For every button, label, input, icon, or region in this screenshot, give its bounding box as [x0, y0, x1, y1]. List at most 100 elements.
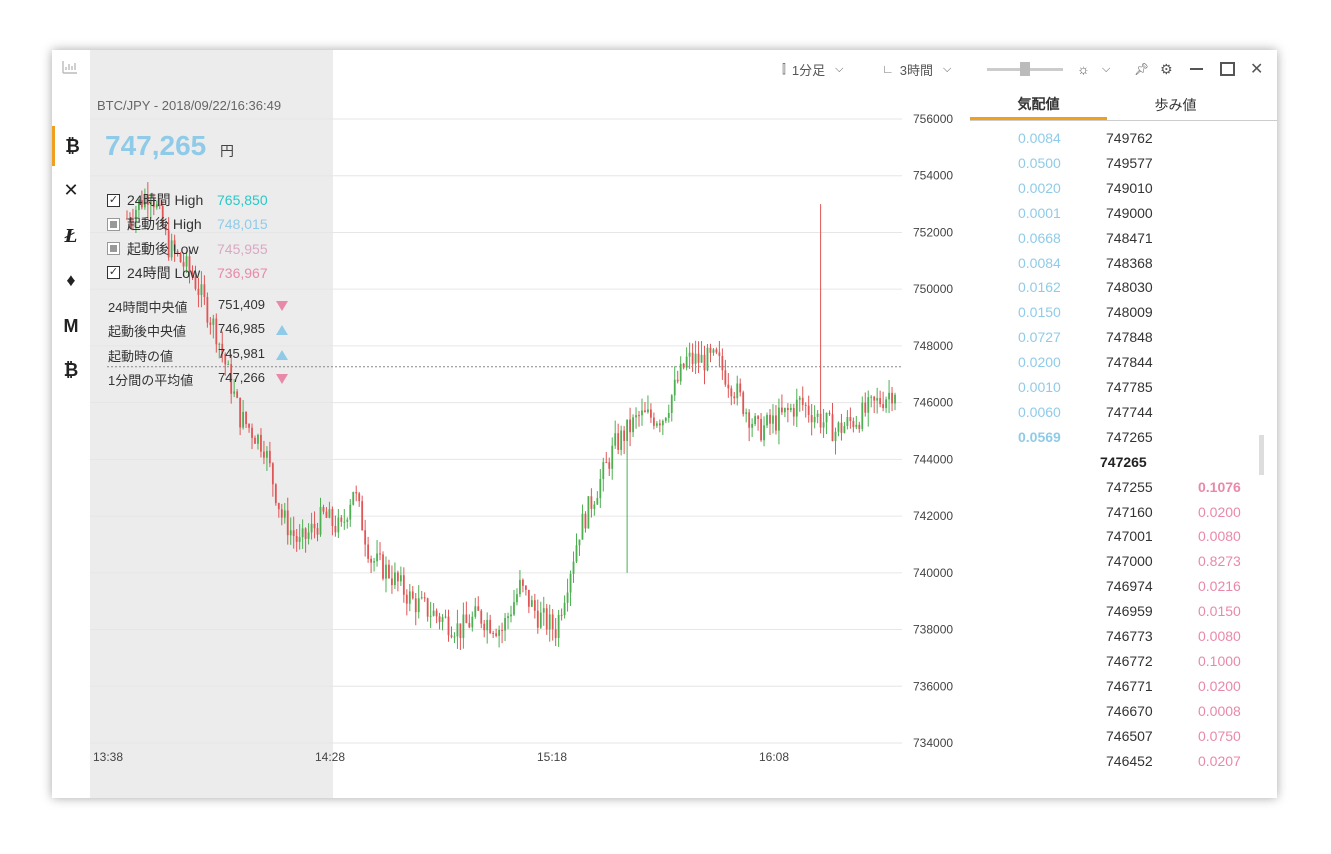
tab-trades[interactable]: 歩み値	[1154, 97, 1197, 113]
stat-row: 24時間中央値 751,409	[108, 297, 298, 315]
candle	[876, 387, 879, 414]
candle	[370, 555, 373, 573]
candle	[748, 409, 751, 442]
bid-price: 746974	[1106, 578, 1153, 595]
candle	[155, 200, 158, 210]
bid-row: 747001 0.0080	[970, 528, 1277, 548]
bid-price: 747001	[1106, 528, 1153, 545]
tab-order-book[interactable]: 気配値	[970, 90, 1107, 120]
maximize-icon[interactable]	[1220, 58, 1235, 80]
candle	[343, 509, 346, 530]
candle	[474, 597, 477, 619]
candle	[885, 396, 887, 413]
ask-row: 0.0569 747265	[970, 429, 1277, 449]
stat-row: 起動時の値 745,981	[108, 346, 298, 364]
bid-row: 747255 0.1076	[970, 479, 1277, 499]
candle	[775, 405, 777, 435]
opacity-slider[interactable]	[987, 58, 1063, 80]
checkbox-unchecked[interactable]	[107, 242, 120, 256]
candle	[718, 340, 721, 368]
checkbox-unchecked[interactable]	[107, 217, 120, 231]
bid-price: 746670	[1106, 702, 1153, 719]
bid-size: 0.8273	[1198, 553, 1241, 570]
candle	[382, 551, 384, 581]
candle	[545, 603, 548, 635]
candle	[361, 495, 364, 531]
candle	[444, 609, 447, 619]
candle	[396, 570, 399, 592]
candle	[605, 452, 608, 464]
candle	[858, 421, 861, 433]
candle	[364, 519, 367, 557]
candle	[432, 603, 435, 617]
monero-icon[interactable]: M	[63, 315, 79, 336]
bid-row: 746974 0.0216	[970, 578, 1277, 598]
range-icon: ∟	[882, 62, 894, 76]
brightness-icon[interactable]: ☼	[1077, 61, 1090, 77]
candle	[191, 265, 194, 281]
candle	[733, 392, 736, 405]
candle	[346, 517, 349, 529]
stat-label: 24時間中央値	[108, 300, 188, 315]
option-label: 起動後 Low	[127, 240, 199, 257]
candle	[786, 403, 789, 423]
candle	[489, 614, 492, 635]
candle	[420, 590, 423, 600]
candle	[819, 204, 822, 434]
x-tick-label: 15:18	[537, 750, 567, 764]
cross-icon[interactable]: ✕	[63, 179, 79, 200]
x-tick-label: 16:08	[759, 750, 789, 764]
checkbox-checked[interactable]: ✓	[107, 266, 120, 280]
bitcoin-icon[interactable]: ₿	[52, 126, 90, 166]
stat-row: 1分間の平均値 747,266	[108, 370, 298, 388]
ethereum-icon[interactable]: ♦	[66, 269, 76, 290]
bid-price: 747160	[1106, 503, 1153, 520]
candle	[822, 408, 825, 438]
bitcoin-cash-icon[interactable]: ₿	[63, 359, 79, 380]
y-tick-label: 756000	[913, 112, 953, 126]
candle	[218, 342, 221, 359]
candle	[227, 360, 230, 366]
gear-icon[interactable]: ⚙	[1160, 60, 1173, 77]
candle	[200, 271, 203, 308]
ask-price: 749577	[1106, 154, 1153, 171]
candle	[763, 416, 765, 447]
range-select[interactable]: ∟ 3時間 ⌵	[882, 58, 951, 80]
close-icon[interactable]: ✕	[1250, 61, 1264, 78]
candle	[584, 511, 587, 533]
candle	[581, 504, 584, 540]
option-row: 起動後 Low 745,955	[107, 240, 268, 258]
candle	[533, 593, 536, 619]
candle	[126, 210, 128, 221]
candle	[658, 419, 661, 433]
candle	[703, 345, 706, 385]
candle	[846, 410, 849, 430]
candle	[233, 379, 236, 397]
minimize-icon[interactable]	[1190, 58, 1203, 80]
bid-price: 746773	[1106, 628, 1153, 644]
bid-price: 746507	[1106, 727, 1153, 744]
triangle-up-icon	[276, 349, 288, 360]
checkbox-checked[interactable]: ✓	[107, 193, 120, 207]
candle	[358, 491, 361, 507]
candle	[495, 628, 498, 638]
scrollbar[interactable]	[1259, 435, 1264, 475]
chart-icon[interactable]	[62, 60, 78, 74]
pin-icon[interactable]: 📌︎	[1134, 62, 1150, 76]
candle	[453, 632, 456, 644]
candle	[715, 347, 718, 355]
candle	[194, 265, 197, 291]
bid-size: 0.1000	[1198, 652, 1241, 669]
litecoin-icon[interactable]: Ł	[64, 225, 78, 247]
candle	[566, 578, 569, 612]
chevron-down-icon[interactable]: ⌵	[1102, 62, 1111, 75]
candle	[760, 412, 762, 442]
candle	[772, 404, 774, 434]
candle	[438, 612, 441, 630]
candle	[501, 622, 503, 644]
candle	[447, 609, 450, 642]
candle-period-select[interactable]: ⫿ 1分足 ⌵	[782, 58, 843, 80]
candle	[691, 343, 694, 372]
y-tick-label: 734000	[913, 736, 953, 750]
candle	[783, 407, 786, 418]
